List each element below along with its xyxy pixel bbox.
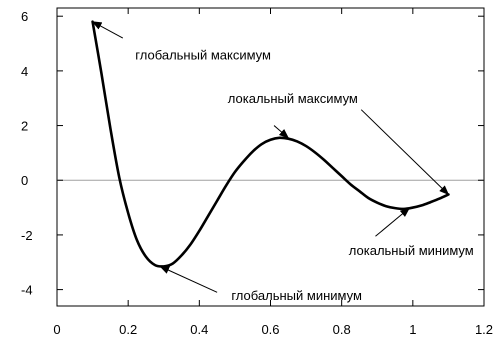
x-tick-label: 0.2: [119, 322, 137, 337]
annotation-label: локальный максимум: [228, 91, 358, 106]
x-tick-label: 1: [409, 322, 416, 337]
plot-area: 0 0.2 0.4 0.6 0.8 1 1.2 -4 -2 0 2 4 6 глобальный макс…: [21, 7, 493, 337]
x-tick-label: 0.6: [261, 322, 279, 337]
annotation-arrow: [159, 265, 218, 293]
y-tick-label: -4: [21, 283, 33, 298]
annotation-arrow: [360, 109, 450, 196]
annotation-label: глобальный максимум: [135, 47, 271, 62]
annotation-label: глобальный минимум: [231, 288, 362, 303]
y-tick-label: 4: [21, 64, 28, 79]
annotation-arrow: [375, 207, 411, 237]
y-tick-label: 0: [21, 173, 28, 188]
annotation-arrow: [91, 21, 124, 39]
annotation-label: локальный минимум: [349, 243, 474, 258]
y-tick-label: 2: [21, 119, 28, 134]
x-tick-label: 0: [53, 322, 60, 337]
y-tick-label: -2: [21, 228, 33, 243]
x-tick-label: 0.8: [333, 322, 351, 337]
x-tick-label: 0.4: [190, 322, 208, 337]
y-tick-label: 6: [21, 9, 28, 24]
annotation-arrow: [273, 125, 290, 139]
series-line: [91, 20, 450, 268]
x-tick-label: 1.2: [475, 322, 493, 337]
